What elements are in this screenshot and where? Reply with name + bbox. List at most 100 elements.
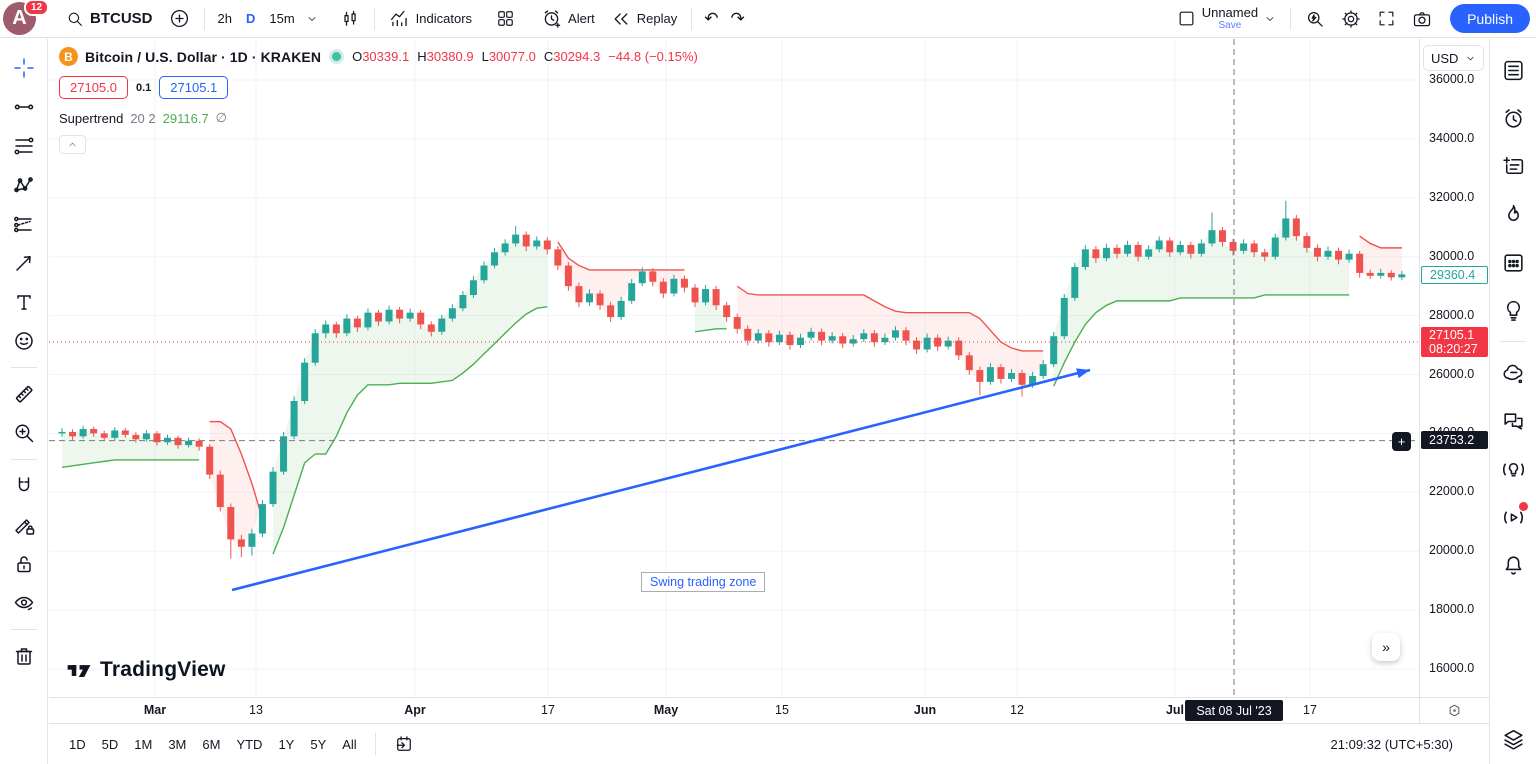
indicators-button[interactable]: Indicators <box>381 4 480 34</box>
tradingview-logo[interactable]: TradingView <box>66 657 226 683</box>
alert-button[interactable]: Alert <box>533 4 603 34</box>
sell-button[interactable]: 27105.0 <box>59 76 128 99</box>
crosshair-tool[interactable] <box>7 51 41 85</box>
indicator-name[interactable]: Supertrend <box>59 110 124 126</box>
interval-1d[interactable]: D <box>245 11 256 26</box>
candlestick-icon <box>344 10 356 26</box>
indicator-more-icon[interactable]: ∅ <box>215 110 227 125</box>
add-alert-plus-button[interactable]: + <box>1392 431 1411 451</box>
hide-drawings-button[interactable] <box>7 586 41 620</box>
publish-button[interactable]: Publish <box>1450 4 1530 33</box>
text-tool[interactable] <box>7 285 41 319</box>
trash-icon <box>15 648 32 665</box>
price-axis-label: 20000.0 <box>1429 543 1475 558</box>
object-tree-button[interactable] <box>1496 722 1530 756</box>
watchlist-button[interactable] <box>1496 53 1530 87</box>
pattern-tool[interactable] <box>7 168 41 202</box>
session-clock[interactable]: 21:09:32 (UTC+5:30) <box>1330 736 1453 752</box>
fullscreen-icon <box>1379 11 1394 26</box>
alarm-clock-icon <box>1504 108 1522 128</box>
live-streams-button[interactable] <box>1496 500 1530 534</box>
layout-name[interactable]: Unnamed Save <box>1201 4 1259 31</box>
zoom-in-tool[interactable] <box>7 416 41 450</box>
ideas-button[interactable] <box>1496 293 1530 327</box>
notes-button[interactable] <box>1496 149 1530 183</box>
legend-collapse-button[interactable] <box>59 135 86 154</box>
interval-15m[interactable]: 15m <box>269 11 295 26</box>
range-5y[interactable]: 5Y <box>310 736 327 752</box>
chevron-up-icon <box>69 142 76 147</box>
minds-button[interactable] <box>1496 356 1530 390</box>
range-1m[interactable]: 1M <box>134 736 153 752</box>
ideas-streams-button[interactable] <box>1496 452 1530 486</box>
axis-settings-button[interactable] <box>1420 697 1489 723</box>
screenshot-button[interactable] <box>1404 4 1440 34</box>
interval-dropdown[interactable] <box>302 4 322 34</box>
calendar-button[interactable] <box>1496 245 1530 279</box>
range-ytd[interactable]: YTD <box>236 736 263 752</box>
pencil-lock-icon <box>14 519 34 535</box>
calendar-go-icon <box>396 736 411 751</box>
interval-2h[interactable]: 2h <box>217 11 232 26</box>
forecast-tool[interactable] <box>7 207 41 241</box>
open-value: 30339.1 <box>362 49 410 64</box>
swing-trading-zone-note[interactable]: Swing trading zone <box>641 572 766 592</box>
chart-canvas[interactable]: B Bitcoin / U.S. Dollar · 1D · KRAKEN O3… <box>49 39 1419 697</box>
compare-add-button[interactable] <box>161 4 198 34</box>
currency-dropdown[interactable]: USD <box>1423 45 1484 71</box>
range-5d[interactable]: 5D <box>101 736 119 752</box>
notifications-button[interactable] <box>1496 548 1530 582</box>
chart-plot[interactable] <box>49 39 1419 697</box>
range-1d[interactable]: 1D <box>69 736 86 752</box>
range-6m[interactable]: 6M <box>202 736 221 752</box>
fib-retracement-tool[interactable] <box>7 129 41 163</box>
time-axis-tick: Jul <box>1165 703 1185 717</box>
market-status-icon[interactable] <box>332 52 342 61</box>
divider <box>203 7 205 30</box>
indicators-icon <box>390 10 407 27</box>
search-icon <box>68 12 82 26</box>
emoji-tool[interactable] <box>7 324 41 358</box>
fib-lines-icon <box>14 137 33 155</box>
price-axis[interactable]: 36000.0 34000.0 32000.0 30000.0 28000.0 26000… <box>1419 39 1489 723</box>
divider <box>1500 341 1526 342</box>
settings-button[interactable] <box>1333 4 1369 34</box>
lightbulb-icon <box>1506 300 1520 321</box>
drawing-mode-button[interactable] <box>7 508 41 542</box>
buy-button[interactable]: 27105.1 <box>159 76 229 99</box>
go-to-date-button[interactable] <box>386 730 422 758</box>
quick-search-button[interactable] <box>1297 4 1333 34</box>
range-all[interactable]: All <box>342 736 357 752</box>
indicator-params: 20 2 <box>130 110 156 126</box>
arrow-tool[interactable] <box>7 246 41 280</box>
divider <box>373 7 375 30</box>
crosshair-price-label: 23753.2 <box>1421 430 1488 449</box>
undo-button[interactable]: ↶ <box>698 4 724 34</box>
expand-panel-button[interactable]: » <box>1372 633 1400 661</box>
layout-select-button[interactable]: Unnamed Save <box>1169 4 1284 34</box>
time-axis[interactable]: Mar 13 Apr 17 May 15 Jun 12 Jul 17 Sat 08 Jul '23 <box>49 697 1419 723</box>
symbol-search-button[interactable]: BTCUSD <box>58 4 161 34</box>
chart-type-button[interactable] <box>332 4 368 34</box>
fullscreen-button[interactable] <box>1369 4 1404 34</box>
user-menu[interactable]: A 12 <box>0 0 50 38</box>
measure-tool[interactable] <box>7 377 41 411</box>
remove-objects-button[interactable] <box>7 639 41 673</box>
range-3m[interactable]: 3M <box>168 736 187 752</box>
indicator-value: 29116.7 <box>162 110 209 126</box>
range-1y[interactable]: 1Y <box>278 736 295 752</box>
change-value: −44.8 (−0.15%) <box>608 49 698 64</box>
replay-button[interactable]: Replay <box>603 4 685 34</box>
trend-line-tool[interactable] <box>7 90 41 124</box>
symbol-title[interactable]: Bitcoin / U.S. Dollar · 1D · KRAKEN <box>85 48 322 65</box>
lock-drawings-button[interactable] <box>7 547 41 581</box>
alerts-panel-button[interactable] <box>1496 101 1530 135</box>
price-axis-label: 36000.0 <box>1429 72 1475 86</box>
magnet-mode-button[interactable] <box>7 469 41 503</box>
save-label[interactable]: Save <box>1218 19 1242 31</box>
chevron-down-icon <box>308 16 316 21</box>
hotlists-button[interactable] <box>1496 197 1530 231</box>
chat-button[interactable] <box>1496 404 1530 438</box>
layout-grid-button[interactable] <box>488 4 523 34</box>
redo-button[interactable]: ↷ <box>724 4 750 34</box>
